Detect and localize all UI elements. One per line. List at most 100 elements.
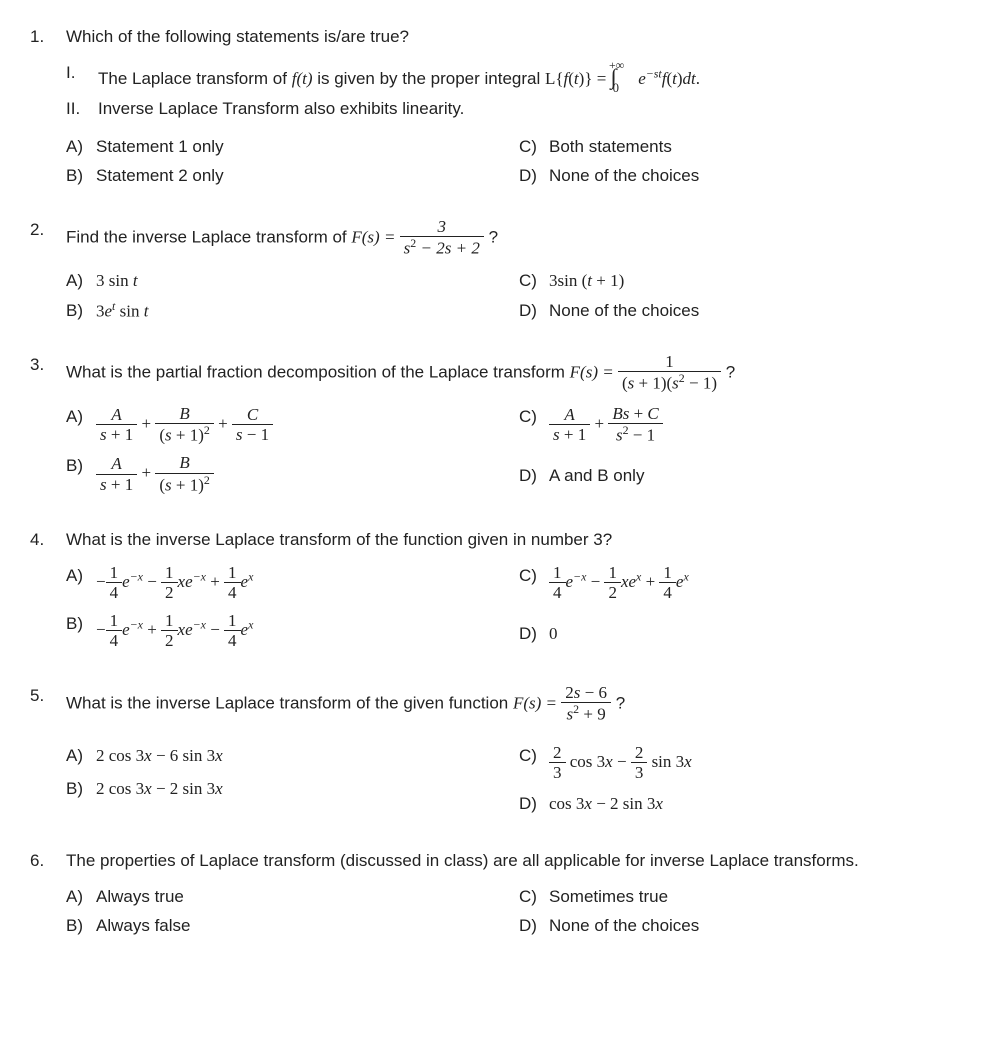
ft: A bbox=[96, 454, 137, 475]
q3-stem: What is the partial fraction decompositi… bbox=[66, 352, 972, 394]
frac-top: 3 bbox=[400, 217, 484, 238]
q4-choice-C: C) 14e−x − 12xex + 14ex bbox=[519, 563, 972, 603]
choice-text: −14e−x − 12xe−x + 14ex bbox=[96, 563, 519, 603]
q5-choice-C: C) 23 cos 3x − 23 sin 3x bbox=[519, 743, 972, 783]
choice-text: As + 1 + Bs + Cs2 − 1 bbox=[549, 404, 972, 446]
stmt-I-eq: L{f(t)} = ∫0+∞e−stf(t)dt. bbox=[545, 69, 700, 88]
q6-choice-B: B)Always false bbox=[66, 913, 519, 939]
q6-col-left: A)Always true B)Always false bbox=[66, 884, 519, 943]
ft: Bs + C bbox=[608, 404, 662, 425]
q4-stem: What is the inverse Laplace transform of… bbox=[66, 527, 972, 553]
choice-text: cos 3x − 2 sin 3x bbox=[549, 791, 972, 817]
q1-statements: I. The Laplace transform of f(t) is give… bbox=[66, 60, 972, 122]
letter: C) bbox=[519, 743, 549, 783]
choice-text: 2 cos 3x − 2 sin 3x bbox=[96, 776, 519, 802]
choice-text: 3et sin t bbox=[96, 298, 519, 324]
letter: D) bbox=[519, 913, 549, 939]
choice-text: 23 cos 3x − 23 sin 3x bbox=[549, 743, 972, 783]
letter: C) bbox=[519, 563, 549, 603]
letter: C) bbox=[519, 404, 549, 446]
frac-bot: (s + 1)(s2 − 1) bbox=[618, 372, 721, 393]
letter: C) bbox=[519, 884, 549, 910]
q1-choice-B: B)Statement 2 only bbox=[66, 163, 519, 189]
q2-col-left: A)3 sin t B)3et sin t bbox=[66, 268, 519, 328]
choice-text: A and B only bbox=[549, 463, 972, 489]
q5-pre: What is the inverse Laplace transform of… bbox=[66, 693, 513, 712]
q5-fs: F(s) = bbox=[513, 693, 561, 712]
q1-number: 1. bbox=[30, 24, 66, 50]
q1-choice-D: D)None of the choices bbox=[519, 163, 972, 189]
q6-choice-C: C)Sometimes true bbox=[519, 884, 972, 910]
choice-text: −14e−x + 12xe−x − 14ex bbox=[96, 611, 519, 651]
q1-stem: Which of the following statements is/are… bbox=[66, 24, 972, 50]
ft: 1 bbox=[604, 563, 621, 584]
q3-fs: F(s) = bbox=[570, 362, 618, 381]
choice-text: Always false bbox=[96, 913, 519, 939]
q3-frac: 1(s + 1)(s2 − 1) bbox=[618, 352, 721, 394]
q3-post: ? bbox=[726, 362, 735, 381]
ft: 2 bbox=[631, 743, 648, 764]
stmt-II-text: Inverse Laplace Transform also exhibits … bbox=[98, 96, 464, 122]
q5-stem: What is the inverse Laplace transform of… bbox=[66, 683, 972, 725]
ft: A bbox=[549, 405, 590, 426]
q4-col-left: A) −14e−x − 12xe−x + 14ex B) −14e−x + 12… bbox=[66, 563, 519, 659]
letter: B) bbox=[66, 913, 96, 939]
q6-choices: A)Always true B)Always false C)Sometimes… bbox=[66, 884, 972, 943]
q6-col-right: C)Sometimes true D)None of the choices bbox=[519, 884, 972, 943]
q2-number: 2. bbox=[30, 217, 66, 259]
q5-choice-A: A)2 cos 3x − 6 sin 3x bbox=[66, 743, 519, 769]
roman-I: I. bbox=[66, 60, 98, 95]
fb: (s + 1)2 bbox=[155, 424, 214, 445]
fb: 2 bbox=[161, 583, 178, 603]
letter: D) bbox=[519, 163, 549, 189]
q1-stmt-II: II. Inverse Laplace Transform also exhib… bbox=[66, 96, 972, 122]
q1-col-left: A)Statement 1 only B)Statement 2 only bbox=[66, 134, 519, 193]
letter: A) bbox=[66, 563, 96, 603]
q1-choice-C: C)Both statements bbox=[519, 134, 972, 160]
q3-choice-C: C) As + 1 + Bs + Cs2 − 1 bbox=[519, 404, 972, 446]
ft: 1 bbox=[224, 611, 241, 632]
q2-choice-A: A)3 sin t bbox=[66, 268, 519, 294]
choice-text: As + 1 + B(s + 1)2 + Cs − 1 bbox=[96, 404, 519, 446]
ft: B bbox=[155, 453, 214, 474]
q2-choice-C: C)3sin (t + 1) bbox=[519, 268, 972, 294]
q3: 3. What is the partial fraction decompos… bbox=[30, 352, 972, 394]
letter: A) bbox=[66, 743, 96, 769]
q4-number: 4. bbox=[30, 527, 66, 553]
ft: A bbox=[96, 405, 137, 426]
q6: 6. The properties of Laplace transform (… bbox=[30, 848, 972, 874]
ft: B bbox=[155, 404, 214, 425]
frac-bot: s2 + 9 bbox=[561, 703, 611, 724]
q5-choice-B: B)2 cos 3x − 2 sin 3x bbox=[66, 776, 519, 802]
q3-choice-B: B) As + 1 + B(s + 1)2 bbox=[66, 453, 519, 495]
choice-text: Statement 1 only bbox=[96, 134, 519, 160]
q6-number: 6. bbox=[30, 848, 66, 874]
q1-choice-A: A)Statement 1 only bbox=[66, 134, 519, 160]
fb: 4 bbox=[106, 583, 123, 603]
q3-choice-A: A) As + 1 + B(s + 1)2 + Cs − 1 bbox=[66, 404, 519, 446]
fb: 2 bbox=[161, 631, 178, 651]
letter: B) bbox=[66, 298, 96, 324]
choice-text: Always true bbox=[96, 884, 519, 910]
q3-number: 3. bbox=[30, 352, 66, 394]
letter: B) bbox=[66, 611, 96, 651]
q5-col-right: C) 23 cos 3x − 23 sin 3x D)cos 3x − 2 si… bbox=[519, 743, 972, 825]
q1-choices: A)Statement 1 only B)Statement 2 only C)… bbox=[66, 134, 972, 193]
letter: A) bbox=[66, 134, 96, 160]
ft: 2 bbox=[549, 743, 566, 764]
fb: (s + 1)2 bbox=[155, 474, 214, 495]
choice-text: Statement 2 only bbox=[96, 163, 519, 189]
letter: B) bbox=[66, 163, 96, 189]
ft: 1 bbox=[549, 563, 566, 584]
letter: A) bbox=[66, 268, 96, 294]
letter: A) bbox=[66, 404, 96, 446]
ft: f(t) bbox=[292, 69, 313, 88]
choice-text: 2 cos 3x − 6 sin 3x bbox=[96, 743, 519, 769]
fb: 4 bbox=[224, 631, 241, 651]
choice-text: 3 sin t bbox=[96, 268, 519, 294]
letter: D) bbox=[519, 298, 549, 324]
q6-stem: The properties of Laplace transform (dis… bbox=[66, 848, 972, 874]
q3-col-right: C) As + 1 + Bs + Cs2 − 1 D)A and B only bbox=[519, 404, 972, 504]
q5-frac: 2s − 6s2 + 9 bbox=[561, 683, 611, 725]
q6-choice-A: A)Always true bbox=[66, 884, 519, 910]
